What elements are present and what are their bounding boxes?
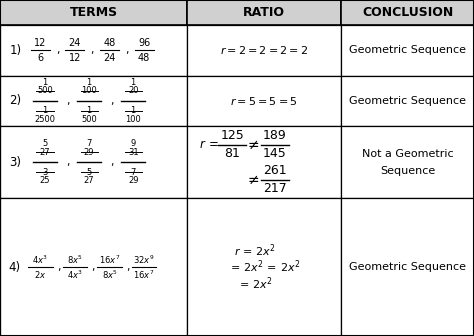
Text: 3: 3	[42, 168, 48, 177]
Text: 27: 27	[84, 176, 94, 185]
Text: $=\,2x^2\,=\,2x^2$: $=\,2x^2\,=\,2x^2$	[228, 259, 301, 276]
Text: 29: 29	[128, 176, 138, 185]
Text: ,: ,	[125, 45, 129, 55]
Text: $8x^5$: $8x^5$	[67, 254, 83, 266]
Bar	[341, 25, 474, 76]
Bar	[0, 0, 474, 25]
Text: ,: ,	[110, 96, 114, 106]
Text: 189: 189	[263, 129, 287, 142]
Text: 4): 4)	[9, 261, 21, 274]
Text: 125: 125	[220, 129, 244, 142]
Text: $r = 2 = 2 = 2 = 2$: $r = 2 = 2 = 2 = 2$	[220, 44, 309, 56]
Text: 12: 12	[34, 38, 46, 48]
Bar	[0, 0, 187, 25]
Text: ,: ,	[126, 262, 130, 272]
Text: TERMS: TERMS	[70, 6, 118, 19]
Text: $r\,=\,2x^2$: $r\,=\,2x^2$	[234, 243, 276, 259]
Text: 1: 1	[86, 107, 92, 115]
Bar	[187, 76, 341, 126]
Text: 1: 1	[130, 78, 136, 87]
Text: $4x^3$: $4x^3$	[32, 254, 48, 266]
Text: 7: 7	[86, 139, 92, 148]
Bar	[341, 198, 474, 336]
Bar	[0, 126, 187, 198]
Text: Geometric Sequence: Geometric Sequence	[349, 45, 466, 55]
Text: 81: 81	[224, 147, 240, 160]
Text: $\neq$: $\neq$	[245, 173, 260, 186]
Text: $r = 5 = 5 = 5$: $r = 5 = 5 = 5$	[230, 95, 298, 107]
Text: 31: 31	[128, 148, 138, 157]
Text: 6: 6	[37, 53, 43, 63]
Text: $\neq$: $\neq$	[245, 138, 260, 152]
Text: 1: 1	[86, 78, 92, 87]
Text: 48: 48	[138, 53, 150, 63]
Text: 2500: 2500	[35, 115, 55, 124]
Text: 96: 96	[138, 38, 150, 48]
Text: 217: 217	[263, 182, 287, 195]
Bar	[0, 25, 187, 76]
Text: ,: ,	[91, 262, 95, 272]
Bar	[187, 198, 341, 336]
Text: 1: 1	[42, 78, 48, 87]
Text: RATIO: RATIO	[243, 6, 285, 19]
Text: 25: 25	[40, 176, 50, 185]
Text: $4x^3$: $4x^3$	[67, 268, 83, 281]
Text: 500: 500	[81, 115, 97, 124]
Text: $=\,2x^2$: $=\,2x^2$	[237, 275, 273, 292]
Text: 2): 2)	[9, 94, 22, 107]
Text: Geometric Sequence: Geometric Sequence	[349, 262, 466, 272]
Text: $r\,=$: $r\,=$	[199, 138, 219, 151]
Text: Sequence: Sequence	[380, 166, 435, 175]
Text: ,: ,	[66, 157, 70, 167]
Text: 48: 48	[103, 38, 116, 48]
Bar	[187, 25, 341, 76]
Bar	[187, 126, 341, 198]
Text: 9: 9	[130, 139, 136, 148]
Bar	[0, 198, 187, 336]
Text: Geometric Sequence: Geometric Sequence	[349, 96, 466, 106]
Text: 500: 500	[37, 86, 53, 95]
Text: $32x^9$: $32x^9$	[133, 254, 155, 266]
Bar	[0, 76, 187, 126]
Text: 24: 24	[69, 38, 81, 48]
Text: 3): 3)	[9, 156, 21, 169]
Text: 20: 20	[128, 86, 138, 95]
Text: 145: 145	[263, 147, 287, 160]
Text: $8x^5$: $8x^5$	[101, 268, 118, 281]
Text: 1: 1	[130, 107, 136, 115]
Text: ,: ,	[66, 96, 70, 106]
Bar	[341, 76, 474, 126]
Text: 5: 5	[42, 139, 48, 148]
Text: ,: ,	[56, 45, 60, 55]
Text: ,: ,	[57, 262, 61, 272]
Text: 7: 7	[130, 168, 136, 177]
Text: 261: 261	[263, 164, 287, 177]
Text: 5: 5	[86, 168, 92, 177]
Text: ,: ,	[91, 45, 94, 55]
Text: $16x^7$: $16x^7$	[99, 254, 120, 266]
Text: 1): 1)	[9, 44, 22, 57]
Text: $16x^7$: $16x^7$	[134, 268, 155, 281]
Bar	[187, 0, 341, 25]
Bar	[341, 126, 474, 198]
Text: ,: ,	[110, 157, 114, 167]
Text: $2x$: $2x$	[34, 269, 46, 280]
Text: 100: 100	[81, 86, 97, 95]
Text: CONCLUSION: CONCLUSION	[362, 6, 453, 19]
Bar	[341, 0, 474, 25]
Text: 100: 100	[125, 115, 141, 124]
Text: 29: 29	[84, 148, 94, 157]
Text: 24: 24	[103, 53, 116, 63]
Text: 1: 1	[42, 107, 48, 115]
Text: 27: 27	[40, 148, 50, 157]
Text: Not a Geometric: Not a Geometric	[362, 149, 454, 159]
Text: 12: 12	[69, 53, 81, 63]
